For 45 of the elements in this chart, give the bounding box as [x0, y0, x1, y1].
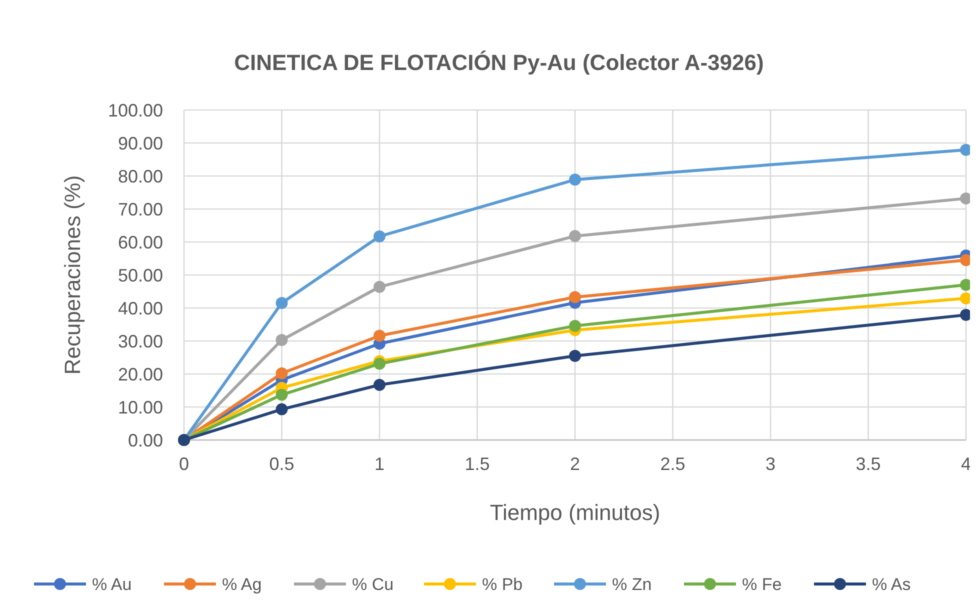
point [569, 350, 581, 362]
point [374, 230, 386, 242]
y-tick-label: 100.00 [108, 100, 163, 120]
point [569, 320, 581, 332]
x-tick-label: 2.5 [660, 454, 686, 474]
point [374, 358, 386, 370]
point [276, 367, 288, 380]
legend-label: % Fe [742, 574, 782, 594]
legend-label: % Ag [222, 574, 262, 594]
point [374, 280, 386, 293]
y-tick-label: 40.00 [118, 298, 163, 318]
y-tick-label: 30.00 [118, 331, 163, 352]
point [374, 330, 386, 342]
point [276, 334, 288, 346]
y-tick-label: 10.00 [118, 397, 163, 418]
y-tick-label: 60.00 [118, 232, 163, 252]
x-tick-label: 3.5 [856, 454, 881, 474]
point [569, 291, 581, 304]
point [569, 230, 581, 242]
point [374, 378, 386, 391]
point [276, 297, 288, 310]
y-tick-label: 50.00 [118, 265, 163, 286]
legend-label: % Cu [352, 574, 394, 594]
y-tick-label: 20.00 [118, 364, 163, 384]
legend-label: % Zn [612, 574, 652, 594]
point [569, 174, 581, 186]
x-axis-title: Tiempo (minutos) [490, 500, 660, 525]
y-tick-label: 80.00 [118, 166, 163, 186]
legend-label: % Au [92, 574, 132, 594]
y-axis-title: Recuperaciones (%) [60, 175, 85, 375]
y-tick-label: 90.00 [118, 133, 163, 154]
chart-title: CINETICA DE FLOTACIÓN Py-Au (Colector A-3926) [234, 50, 764, 75]
x-tick-label: 0 [178, 454, 190, 474]
point [276, 388, 288, 401]
legend-label: % As [872, 574, 911, 594]
x-tick-label: 2 [570, 454, 580, 474]
x-tick-label: 1 [374, 454, 385, 474]
y-tick-label: 0.00 [128, 430, 163, 450]
x-tick-label: 4 [960, 454, 972, 474]
point [276, 403, 288, 416]
x-tick-label: 0.5 [269, 454, 294, 474]
y-tick-label: 70.00 [118, 199, 163, 220]
legend-label: % Pb [482, 574, 523, 594]
x-tick-label: 1.5 [464, 454, 490, 474]
x-tick-label: 3 [765, 454, 776, 474]
